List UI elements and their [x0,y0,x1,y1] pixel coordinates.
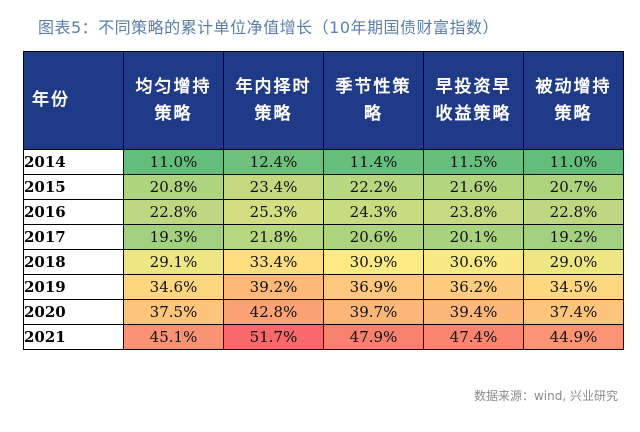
strategy-column-header: 均匀增持 策略 [123,51,224,150]
strategy-column-header: 季节性策略 [323,51,424,150]
year-cell: 2016 [23,199,124,225]
table-header-row: 年份 均匀增持 策略 年内择时 策略 季节性策略早投资早 收益策略 被动增持 策略 [23,51,624,150]
value-cell: 44.9% [523,324,624,350]
value-cell: 39.7% [323,299,424,325]
table-row: 2017 19.3% 21.8% 20.6% 20.1% 19.2% [23,224,624,250]
value-cell: 47.4% [423,324,524,350]
strategy-column-header: 早投资早 收益策略 [423,51,524,150]
value-cell: 37.5% [123,299,224,325]
value-cell: 22.2% [323,174,424,200]
value-cell: 20.7% [523,174,624,200]
strategy-column-header: 年内择时 策略 [223,51,324,150]
value-cell: 39.2% [223,274,324,300]
value-cell: 11.0% [523,149,624,175]
table-row: 2014 11.0% 12.4% 11.4% 11.5% 11.0% [23,149,624,175]
value-cell: 20.6% [323,224,424,250]
table-row: 2018 29.1% 33.4% 30.9% 30.6% 29.0% [23,249,624,275]
value-cell: 21.8% [223,224,324,250]
year-cell: 2019 [23,274,124,300]
value-cell: 23.4% [223,174,324,200]
year-cell: 2017 [23,224,124,250]
value-cell: 34.6% [123,274,224,300]
value-cell: 20.1% [423,224,524,250]
chart-title: 图表5：不同策略的累计单位净值增长（10年期国债财富指数） [38,18,500,37]
value-cell: 36.2% [423,274,524,300]
value-cell: 36.9% [323,274,424,300]
value-cell: 30.9% [323,249,424,275]
source-note: 数据来源：wind, 兴业研究 [473,389,618,403]
value-cell: 30.6% [423,249,524,275]
value-cell: 11.4% [323,149,424,175]
data-table: 年份 均匀增持 策略 年内择时 策略 季节性策略早投资早 收益策略 被动增持 策略 2014 1… [23,51,624,350]
year-cell: 2015 [23,174,124,200]
value-cell: 12.4% [223,149,324,175]
value-cell: 34.5% [523,274,624,300]
year-column-header: 年份 [23,51,124,150]
value-cell: 19.3% [123,224,224,250]
value-cell: 39.4% [423,299,524,325]
year-cell: 2020 [23,299,124,325]
value-cell: 37.4% [523,299,624,325]
value-cell: 25.3% [223,199,324,225]
strategy-column-header: 被动增持 策略 [523,51,624,150]
value-cell: 47.9% [323,324,424,350]
value-cell: 22.8% [123,199,224,225]
value-cell: 45.1% [123,324,224,350]
year-cell: 2018 [23,249,124,275]
table-row: 2021 45.1% 51.7% 47.9% 47.4% 44.9% [23,324,624,350]
value-cell: 19.2% [523,224,624,250]
table-row: 2016 22.8% 25.3% 24.3% 23.8% 22.8% [23,199,624,225]
value-cell: 33.4% [223,249,324,275]
value-cell: 11.5% [423,149,524,175]
table-row: 2019 34.6% 39.2% 36.9% 36.2% 34.5% [23,274,624,300]
value-cell: 51.7% [223,324,324,350]
value-cell: 42.8% [223,299,324,325]
value-cell: 20.8% [123,174,224,200]
value-cell: 11.0% [123,149,224,175]
value-cell: 21.6% [423,174,524,200]
year-cell: 2021 [23,324,124,350]
table-row: 2020 37.5% 42.8% 39.7% 39.4% 37.4% [23,299,624,325]
value-cell: 29.0% [523,249,624,275]
value-cell: 29.1% [123,249,224,275]
value-cell: 24.3% [323,199,424,225]
value-cell: 23.8% [423,199,524,225]
table-row: 2015 20.8% 23.4% 22.2% 21.6% 20.7% [23,174,624,200]
year-cell: 2014 [23,149,124,175]
value-cell: 22.8% [523,199,624,225]
